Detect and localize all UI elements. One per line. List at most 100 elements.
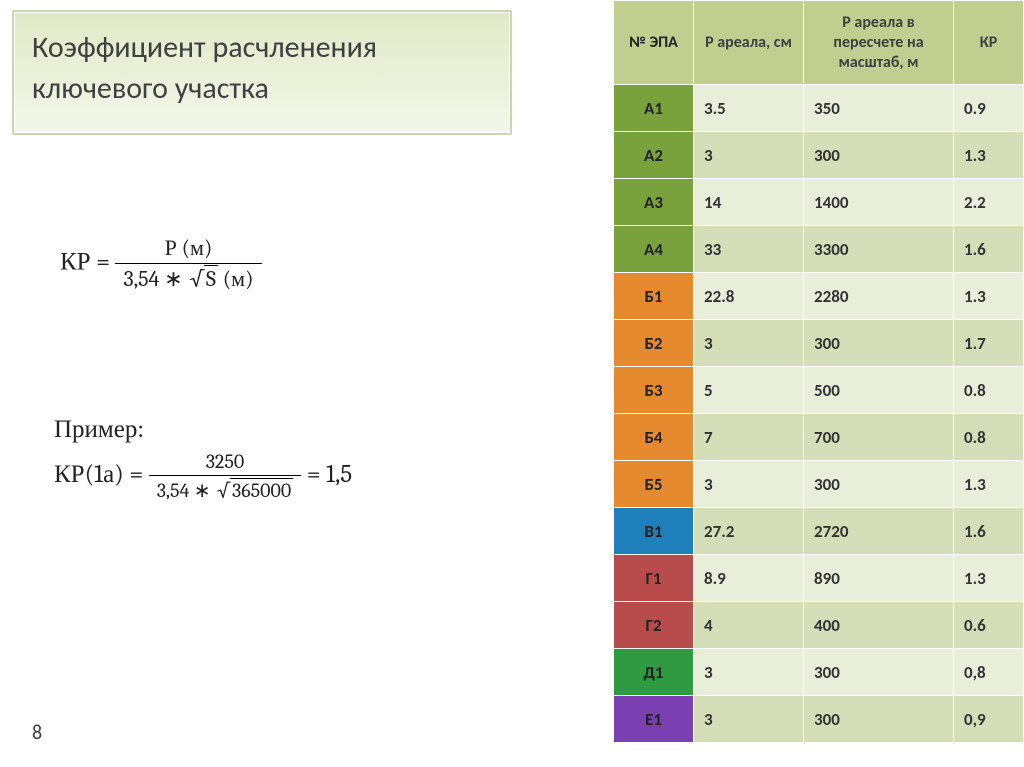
table-body: А13.53500.9А233001.3А31414002.2А43333001… (614, 85, 1024, 743)
example-numerator: 3250 (149, 450, 302, 475)
row-label: А4 (614, 226, 694, 273)
example-sqrt: 365000 (215, 479, 293, 502)
cell-pm: 350 (804, 85, 954, 132)
table-row: А233001.3 (614, 132, 1024, 179)
row-label: Б3 (614, 367, 694, 414)
cell-pm: 300 (804, 132, 954, 179)
cell-pm: 300 (804, 320, 954, 367)
formula-lhs: КР = (60, 247, 115, 276)
cell-pm: 300 (804, 649, 954, 696)
example-fraction: 3250 3,54 ∗ 365000 (149, 450, 302, 502)
cell-pm: 2720 (804, 508, 954, 555)
cell-p: 3 (694, 696, 804, 743)
col-p-cm: Р ареала, см (694, 1, 804, 85)
col-p-m: Р ареала в пересчете на масштаб, м (804, 1, 954, 85)
table-row: Г18.98901.3 (614, 555, 1024, 602)
row-label: А3 (614, 179, 694, 226)
cell-kr: 0.9 (954, 85, 1024, 132)
row-label: Б1 (614, 273, 694, 320)
cell-pm: 300 (804, 696, 954, 743)
row-label: Г2 (614, 602, 694, 649)
example-radicand: 365000 (230, 478, 293, 502)
cell-pm: 2280 (804, 273, 954, 320)
example-denominator: 3,54 ∗ 365000 (149, 475, 302, 502)
formula-fraction: Р (м) 3,54 ∗ S (м) (115, 235, 261, 292)
table-row: А31414002.2 (614, 179, 1024, 226)
table-row: А13.53500.9 (614, 85, 1024, 132)
example-lhs: КР(1а) = (54, 460, 149, 489)
table-row: Е133000,9 (614, 696, 1024, 743)
row-label: А2 (614, 132, 694, 179)
sqrt-s: S (187, 266, 217, 292)
row-label: А1 (614, 85, 694, 132)
cell-p: 8.9 (694, 555, 804, 602)
cell-pm: 300 (804, 461, 954, 508)
cell-pm: 400 (804, 602, 954, 649)
table-row: Б477000.8 (614, 414, 1024, 461)
cell-p: 22.8 (694, 273, 804, 320)
cell-kr: 0.6 (954, 602, 1024, 649)
cell-pm: 500 (804, 367, 954, 414)
table-row: Д133000,8 (614, 649, 1024, 696)
cell-p: 3 (694, 132, 804, 179)
example-block: Пример: КР(1а) = 3250 3,54 ∗ 365000 = 1,… (54, 415, 352, 502)
cell-p: 3.5 (694, 85, 804, 132)
row-label: Е1 (614, 696, 694, 743)
example-expression: КР(1а) = 3250 3,54 ∗ 365000 = 1,5 (54, 450, 352, 502)
table-row: В127.227201.6 (614, 508, 1024, 555)
row-label: Б4 (614, 414, 694, 461)
table-row: Б533001.3 (614, 461, 1024, 508)
cell-kr: 0.8 (954, 414, 1024, 461)
cell-p: 7 (694, 414, 804, 461)
cell-pm: 890 (804, 555, 954, 602)
page-number: 8 (32, 721, 42, 745)
cell-pm: 1400 (804, 179, 954, 226)
cell-p: 5 (694, 367, 804, 414)
cell-kr: 1.6 (954, 508, 1024, 555)
formula-kr: КР = Р (м) 3,54 ∗ S (м) (60, 235, 262, 292)
cell-p: 3 (694, 649, 804, 696)
example-label: Пример: (54, 415, 352, 444)
cell-kr: 1.3 (954, 461, 1024, 508)
den-prefix: 3,54 ∗ (123, 266, 187, 292)
cell-p: 27.2 (694, 508, 804, 555)
cell-p: 4 (694, 602, 804, 649)
cell-pm: 3300 (804, 226, 954, 273)
row-label: В1 (614, 508, 694, 555)
cell-kr: 1.7 (954, 320, 1024, 367)
col-kr: КР (954, 1, 1024, 85)
row-label: Г1 (614, 555, 694, 602)
table-row: Б122.822801.3 (614, 273, 1024, 320)
cell-kr: 1.3 (954, 273, 1024, 320)
row-label: Д1 (614, 649, 694, 696)
cell-p: 14 (694, 179, 804, 226)
cell-kr: 1.3 (954, 555, 1024, 602)
cell-p: 3 (694, 320, 804, 367)
table-header-row: № ЭПА Р ареала, см Р ареала в пересчете … (614, 1, 1024, 85)
cell-kr: 0.8 (954, 367, 1024, 414)
cell-pm: 700 (804, 414, 954, 461)
formula-numerator: Р (м) (115, 235, 261, 263)
slide-title: Коэффициент расчленения ключевого участк… (12, 10, 512, 135)
table-row: Г244000.6 (614, 602, 1024, 649)
example-den-prefix: 3,54 ∗ (157, 479, 215, 502)
col-epa: № ЭПА (614, 1, 694, 85)
cell-kr: 1.3 (954, 132, 1024, 179)
cell-kr: 0,8 (954, 649, 1024, 696)
cell-p: 3 (694, 461, 804, 508)
table-head: № ЭПА Р ареала, см Р ареала в пересчете … (614, 1, 1024, 85)
cell-kr: 1.6 (954, 226, 1024, 273)
table-row: Б233001.7 (614, 320, 1024, 367)
den-suffix: (м) (218, 266, 254, 292)
cell-kr: 0,9 (954, 696, 1024, 743)
slide: Коэффициент расчленения ключевого участк… (0, 0, 1024, 767)
example-rhs: = 1,5 (307, 460, 352, 489)
table-row: А43333001.6 (614, 226, 1024, 273)
table-row: Б355000.8 (614, 367, 1024, 414)
radicand: S (204, 265, 218, 292)
formula-denominator: 3,54 ∗ S (м) (115, 263, 261, 292)
cell-p: 33 (694, 226, 804, 273)
row-label: Б5 (614, 461, 694, 508)
row-label: Б2 (614, 320, 694, 367)
data-table: № ЭПА Р ареала, см Р ареала в пересчете … (613, 0, 1024, 743)
